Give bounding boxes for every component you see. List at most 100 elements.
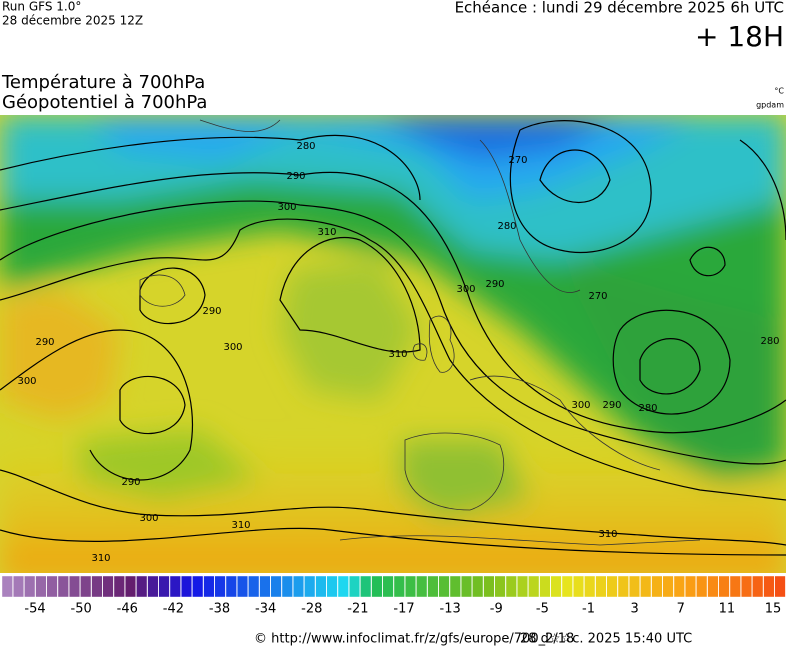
colorbar-swatch: [483, 575, 495, 598]
contour-label: 280: [296, 141, 315, 152]
colorbar-swatch: [405, 575, 417, 598]
colorbar-swatch: [393, 575, 405, 598]
colorbar-swatch: [270, 575, 282, 598]
colorbar-swatch: [640, 575, 652, 598]
colorbar-label: -50: [71, 602, 92, 617]
colorbar-swatch: [349, 575, 361, 598]
echeance: Echéance : lundi 29 décembre 2025 6h UTC: [455, 0, 784, 17]
colorbar-swatch: [225, 575, 237, 598]
colorbar-swatch: [180, 575, 192, 598]
colorbar-swatch: [584, 575, 596, 598]
colorbar-swatch: [136, 575, 148, 598]
coastlines: [139, 119, 701, 546]
colorbar-swatch: [774, 575, 786, 598]
colorbar-swatch: [192, 575, 204, 598]
contour-label: 280: [497, 221, 516, 232]
colorbar-label: -38: [209, 602, 230, 617]
colorbar-swatch: [315, 575, 327, 598]
colorbar-swatch: [494, 575, 506, 598]
colorbar-swatch: [707, 575, 719, 598]
contour-label: 270: [588, 291, 607, 302]
contour-label: 290: [202, 306, 221, 317]
run: Run GFS 1.0°: [2, 0, 81, 14]
run-date: 28 décembre 2025 12Z: [2, 14, 143, 28]
map: 280 290 300 310 310 300 290 280 270 270 280 290 300 2…: [0, 115, 786, 573]
colorbar-swatch: [281, 575, 293, 598]
geopotential-contours: [0, 120, 786, 556]
colorbar-swatch: [35, 575, 47, 598]
colorbar-label: -13: [440, 602, 461, 617]
colorbar-swatch: [259, 575, 271, 598]
colorbar-swatch: [382, 575, 394, 598]
lead-time: + 18H: [695, 20, 784, 53]
colorbar-swatch: [763, 575, 775, 598]
colorbar-swatch: [573, 575, 585, 598]
colorbar-swatch: [651, 575, 663, 598]
colorbar-label: 3: [630, 602, 638, 617]
colorbar-label: -46: [117, 602, 138, 617]
contour-label: 290: [485, 279, 504, 290]
colorbar-label: -21: [347, 602, 368, 617]
colorbar-swatch: [741, 575, 753, 598]
colorbar-swatch: [326, 575, 338, 598]
colorbar-swatch: [438, 575, 450, 598]
colorbar-swatch: [1, 575, 13, 598]
colorbar-label: -54: [24, 602, 45, 617]
colorbar-swatch: [57, 575, 69, 598]
colorbar-swatch: [91, 575, 103, 598]
colorbar-swatch: [729, 575, 741, 598]
colorbar-swatch: [595, 575, 607, 598]
colorbar-swatch: [416, 575, 428, 598]
colorbar-swatch: [214, 575, 226, 598]
title-temperature: Température à 700hPa: [1, 72, 205, 93]
contour-label: 300: [571, 400, 590, 411]
contour-label: 300: [456, 284, 475, 295]
colorbar-swatch: [539, 575, 551, 598]
contour-label: 280: [760, 336, 779, 347]
colorbar-label: 7: [677, 602, 685, 617]
colorbar-swatch: [617, 575, 629, 598]
contour-label: 310: [317, 227, 336, 238]
contour-label: 290: [286, 171, 305, 182]
unit-temperature: °C: [774, 87, 784, 96]
contour-label: 290: [602, 400, 621, 411]
colorbar-swatch: [203, 575, 215, 598]
colorbar-swatch: [662, 575, 674, 598]
colorbar-swatch: [68, 575, 80, 598]
colorbar-swatch: [472, 575, 484, 598]
colorbar-swatch: [46, 575, 58, 598]
title-geopotential: Géopotentiel à 700hPa: [2, 92, 207, 113]
colorbar-swatch: [461, 575, 473, 598]
contour-label: 290: [121, 477, 140, 488]
contour-label: 270: [508, 155, 527, 166]
colorbar-swatch: [80, 575, 92, 598]
colorbar-swatch: [113, 575, 125, 598]
colorbar-swatch: [673, 575, 685, 598]
colorbar-swatch: [449, 575, 461, 598]
colorbar-swatch: [337, 575, 349, 598]
colorbar-swatch: [505, 575, 517, 598]
colorbar-swatch: [304, 575, 316, 598]
colorbar-swatch: [371, 575, 383, 598]
colorbar: -54 -50 -46 -42 -38 -34 -28 -21 -17 -13 -9 -5 -1 3 7 11…: [1, 575, 786, 617]
colorbar-swatch: [427, 575, 439, 598]
colorbar-label: -28: [301, 602, 322, 617]
colorbar-label: 15: [765, 602, 782, 617]
colorbar-swatch: [169, 575, 181, 598]
colorbar-swatch: [124, 575, 136, 598]
colorbar-swatch: [360, 575, 372, 598]
contour-label: 310: [91, 553, 110, 564]
contour-label: 290: [35, 337, 54, 348]
colorbar-swatch: [528, 575, 540, 598]
colorbar-swatch: [236, 575, 248, 598]
colorbar-swatch: [752, 575, 764, 598]
unit-geopotential: gpdam: [756, 101, 784, 110]
colorbar-label: -42: [163, 602, 184, 617]
colorbar-swatch: [147, 575, 159, 598]
contour-label: 300: [277, 202, 296, 213]
contour-label: 300: [139, 513, 158, 524]
colorbar-label: -1: [582, 602, 595, 617]
colorbar-swatch: [696, 575, 708, 598]
colorbar-swatch: [606, 575, 618, 598]
